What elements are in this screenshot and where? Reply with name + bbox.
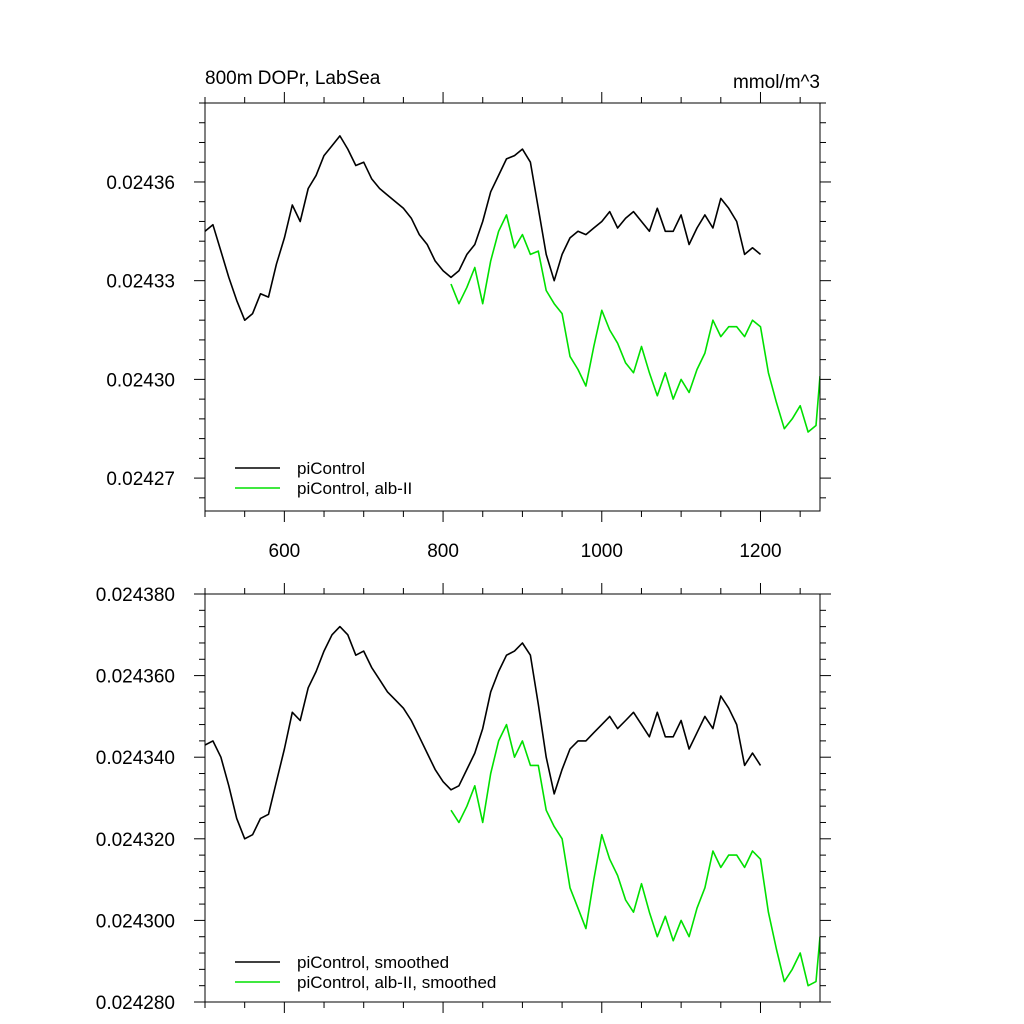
y-tick-label: 0.024380 — [96, 585, 175, 606]
y-tick-label: 0.024300 — [96, 911, 175, 932]
units-label: mmol/m^3 — [733, 72, 820, 93]
series-line-0-1 — [450, 214, 820, 433]
y-tick-label: 0.02433 — [106, 272, 175, 293]
top-plot-frame — [204, 102, 821, 512]
x-tick-label: 600 — [269, 541, 301, 562]
legend-label-picontrol-alb-ii: piControl, alb-II — [297, 479, 412, 498]
x-tick-label: 800 — [427, 541, 459, 562]
y-tick-label: 0.02436 — [106, 173, 175, 194]
bottom-legend: piControl, smoothed piControl, alb-II, s… — [235, 953, 496, 992]
bottom-panel: 0.024280 0.024300 0.024320 0.024340 0.024360… — [96, 583, 831, 1014]
legend-label-picontrol-smoothed: piControl, smoothed — [297, 953, 449, 972]
series-line-1-1 — [450, 723, 820, 987]
y-tick-label: 0.024340 — [96, 748, 175, 769]
top-legend: piControl piControl, alb-II — [235, 459, 412, 498]
y-tick-label: 0.024360 — [96, 667, 175, 688]
y-tick-label: 0.02430 — [106, 370, 175, 391]
bottom-plot-frame — [204, 593, 821, 1003]
chart-title: 800m DOPr, LabSea — [205, 68, 381, 89]
legend-label-picontrol: piControl — [297, 459, 365, 478]
y-tick-label: 0.024320 — [96, 830, 175, 851]
legend-label-picontrol-alb-ii-smoothed: piControl, alb-II, smoothed — [297, 973, 496, 992]
x-tick-label: 1200 — [739, 541, 781, 562]
y-tick-label: 0.02427 — [106, 469, 175, 490]
y-tick-label: 0.024280 — [96, 993, 175, 1014]
series-line-1-0 — [205, 625, 762, 840]
series-line-0-0 — [205, 135, 762, 321]
x-tick-label: 1000 — [581, 541, 623, 562]
top-panel: 800m DOPr, LabSea mmol/m^3 600 800 1000 120… — [106, 68, 831, 562]
